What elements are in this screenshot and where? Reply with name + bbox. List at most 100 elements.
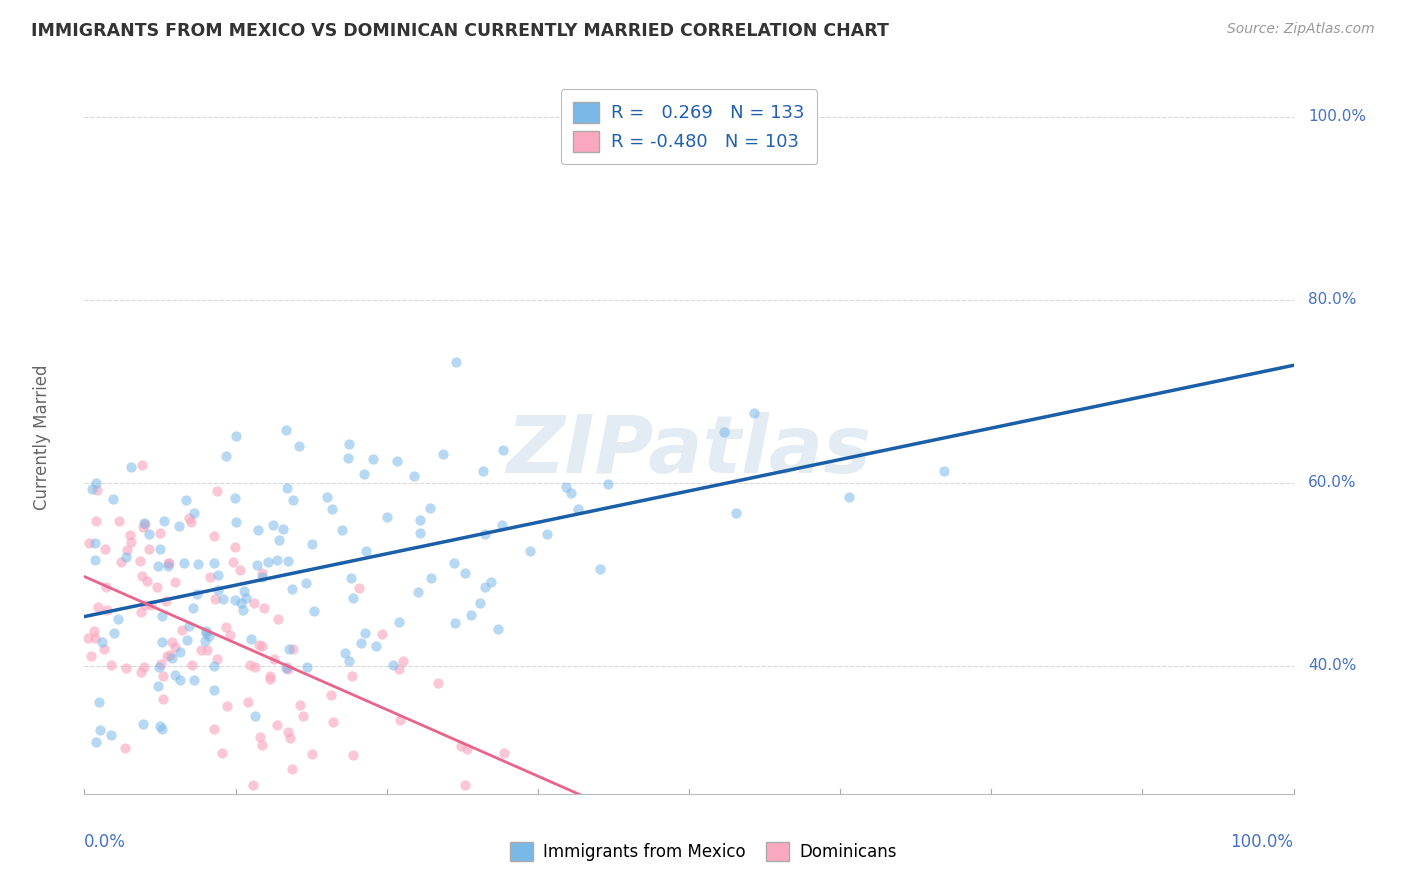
Point — [94, 542, 117, 557]
Point — [598, 477, 620, 491]
Point — [103, 625, 125, 640]
Point — [280, 762, 302, 776]
Point — [172, 623, 194, 637]
Point — [266, 718, 288, 732]
Point — [277, 553, 299, 567]
Point — [385, 454, 408, 468]
Point — [419, 501, 441, 516]
Point — [333, 646, 356, 660]
Point — [77, 631, 100, 645]
Point — [280, 582, 302, 596]
Point — [725, 506, 748, 520]
Point — [194, 625, 217, 640]
Point — [519, 543, 541, 558]
Point — [450, 739, 472, 753]
Point — [474, 526, 496, 541]
Point — [114, 661, 136, 675]
Point — [120, 535, 142, 549]
Point — [93, 642, 115, 657]
Point — [388, 615, 411, 629]
Point — [194, 634, 217, 648]
Point — [194, 624, 217, 638]
Point — [211, 746, 233, 760]
Point — [163, 640, 186, 654]
Point — [263, 652, 285, 666]
Point — [256, 556, 278, 570]
Point — [157, 558, 180, 573]
Point — [443, 556, 465, 570]
Point — [276, 423, 298, 437]
Point — [120, 459, 142, 474]
Point — [159, 648, 181, 662]
Point — [86, 483, 108, 497]
Point — [215, 619, 238, 633]
Point — [149, 525, 172, 540]
Point — [375, 509, 398, 524]
Point — [486, 622, 509, 636]
Point — [240, 632, 263, 646]
Point — [281, 642, 304, 657]
Point — [138, 541, 160, 556]
Point — [232, 603, 254, 617]
Point — [934, 464, 956, 478]
Point — [444, 355, 467, 369]
Point — [347, 582, 370, 596]
Point — [202, 556, 225, 570]
Point — [80, 648, 103, 663]
Point — [183, 507, 205, 521]
Point — [167, 519, 190, 533]
Text: 60.0%: 60.0% — [1308, 475, 1357, 491]
Point — [330, 523, 353, 537]
Point — [259, 669, 281, 683]
Point — [129, 553, 152, 567]
Point — [243, 709, 266, 723]
Point — [84, 514, 107, 528]
Point — [132, 660, 155, 674]
Point — [224, 540, 246, 554]
Point — [174, 492, 197, 507]
Point — [432, 447, 454, 461]
Point — [342, 747, 364, 762]
Point — [262, 517, 284, 532]
Point — [183, 601, 205, 615]
Text: 100.0%: 100.0% — [1230, 833, 1294, 851]
Point — [277, 662, 299, 676]
Point — [84, 735, 107, 749]
Point — [152, 669, 174, 683]
Legend: R =   0.269   N = 133, R = -0.480   N = 103: R = 0.269 N = 133, R = -0.480 N = 103 — [561, 89, 817, 164]
Point — [250, 738, 273, 752]
Point — [202, 659, 225, 673]
Legend: Immigrants from Mexico, Dominicans: Immigrants from Mexico, Dominicans — [503, 835, 903, 868]
Point — [342, 591, 364, 605]
Point — [354, 625, 377, 640]
Point — [114, 740, 136, 755]
Point — [146, 581, 169, 595]
Point — [713, 425, 735, 439]
Point — [370, 626, 392, 640]
Point — [169, 673, 191, 688]
Point — [536, 527, 558, 541]
Point — [276, 481, 298, 495]
Point — [392, 654, 415, 668]
Point — [160, 650, 183, 665]
Point — [134, 516, 156, 531]
Point — [215, 699, 238, 714]
Point — [340, 669, 363, 683]
Point — [136, 574, 159, 588]
Point — [207, 568, 229, 582]
Point — [141, 598, 163, 612]
Point — [87, 599, 110, 614]
Point — [243, 659, 266, 673]
Point — [155, 594, 177, 608]
Point — [150, 722, 173, 736]
Point — [131, 568, 153, 582]
Point — [239, 657, 262, 672]
Text: IMMIGRANTS FROM MEXICO VS DOMINICAN CURRENTLY MARRIED CORRELATION CHART: IMMIGRANTS FROM MEXICO VS DOMINICAN CURR… — [31, 22, 889, 40]
Point — [157, 557, 180, 571]
Point — [89, 695, 111, 709]
Point — [169, 644, 191, 658]
Point — [84, 631, 107, 645]
Point — [292, 709, 315, 723]
Point — [242, 778, 264, 792]
Point — [353, 467, 375, 482]
